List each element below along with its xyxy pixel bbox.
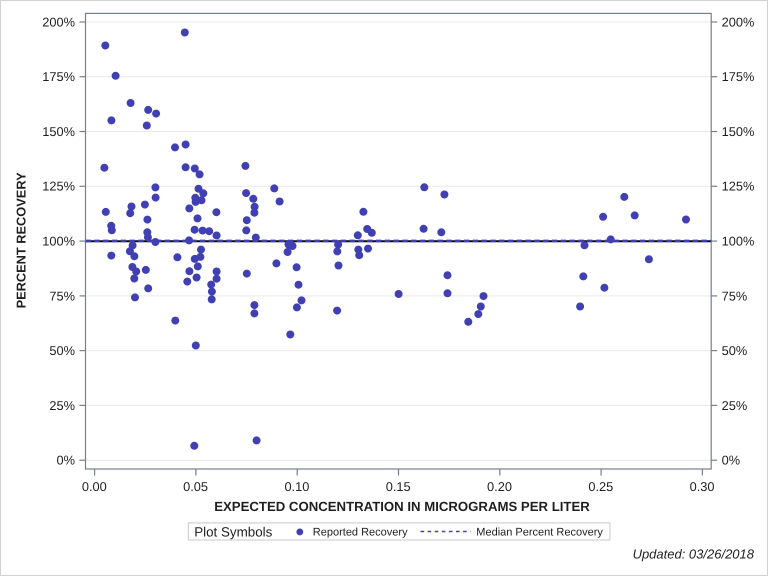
svg-text:150%: 150%	[42, 124, 75, 139]
svg-text:Updated: 03/26/2018: Updated: 03/26/2018	[633, 547, 755, 562]
svg-text:50%: 50%	[49, 343, 75, 358]
svg-text:Median Percent Recovery: Median Percent Recovery	[476, 526, 603, 538]
svg-text:0.30: 0.30	[690, 479, 715, 494]
svg-text:175%: 175%	[722, 69, 755, 84]
svg-text:200%: 200%	[42, 14, 75, 29]
svg-text:0.05: 0.05	[183, 479, 208, 494]
svg-text:0.15: 0.15	[386, 479, 411, 494]
svg-text:150%: 150%	[722, 124, 755, 139]
svg-text:175%: 175%	[42, 69, 75, 84]
svg-text:100%: 100%	[722, 234, 755, 249]
svg-text:PERCENT RECOVERY: PERCENT RECOVERY	[13, 172, 28, 309]
svg-text:50%: 50%	[722, 343, 748, 358]
svg-text:0.25: 0.25	[588, 479, 613, 494]
svg-text:0%: 0%	[57, 453, 76, 468]
svg-text:25%: 25%	[49, 398, 75, 413]
svg-text:125%: 125%	[722, 179, 755, 194]
svg-text:125%: 125%	[42, 179, 75, 194]
svg-text:0%: 0%	[722, 453, 741, 468]
svg-text:0.00: 0.00	[82, 479, 107, 494]
svg-text:75%: 75%	[722, 288, 748, 303]
svg-text:0.20: 0.20	[487, 479, 512, 494]
svg-text:0.10: 0.10	[284, 479, 309, 494]
svg-text:EXPECTED CONCENTRATION IN MICR: EXPECTED CONCENTRATION IN MICROGRAMS PER…	[214, 499, 590, 514]
svg-text:100%: 100%	[42, 234, 75, 249]
svg-text:25%: 25%	[722, 398, 748, 413]
svg-text:200%: 200%	[722, 14, 755, 29]
svg-text:Reported Recovery: Reported Recovery	[313, 526, 408, 538]
svg-text:Plot Symbols: Plot Symbols	[194, 524, 272, 539]
svg-text:75%: 75%	[49, 288, 75, 303]
